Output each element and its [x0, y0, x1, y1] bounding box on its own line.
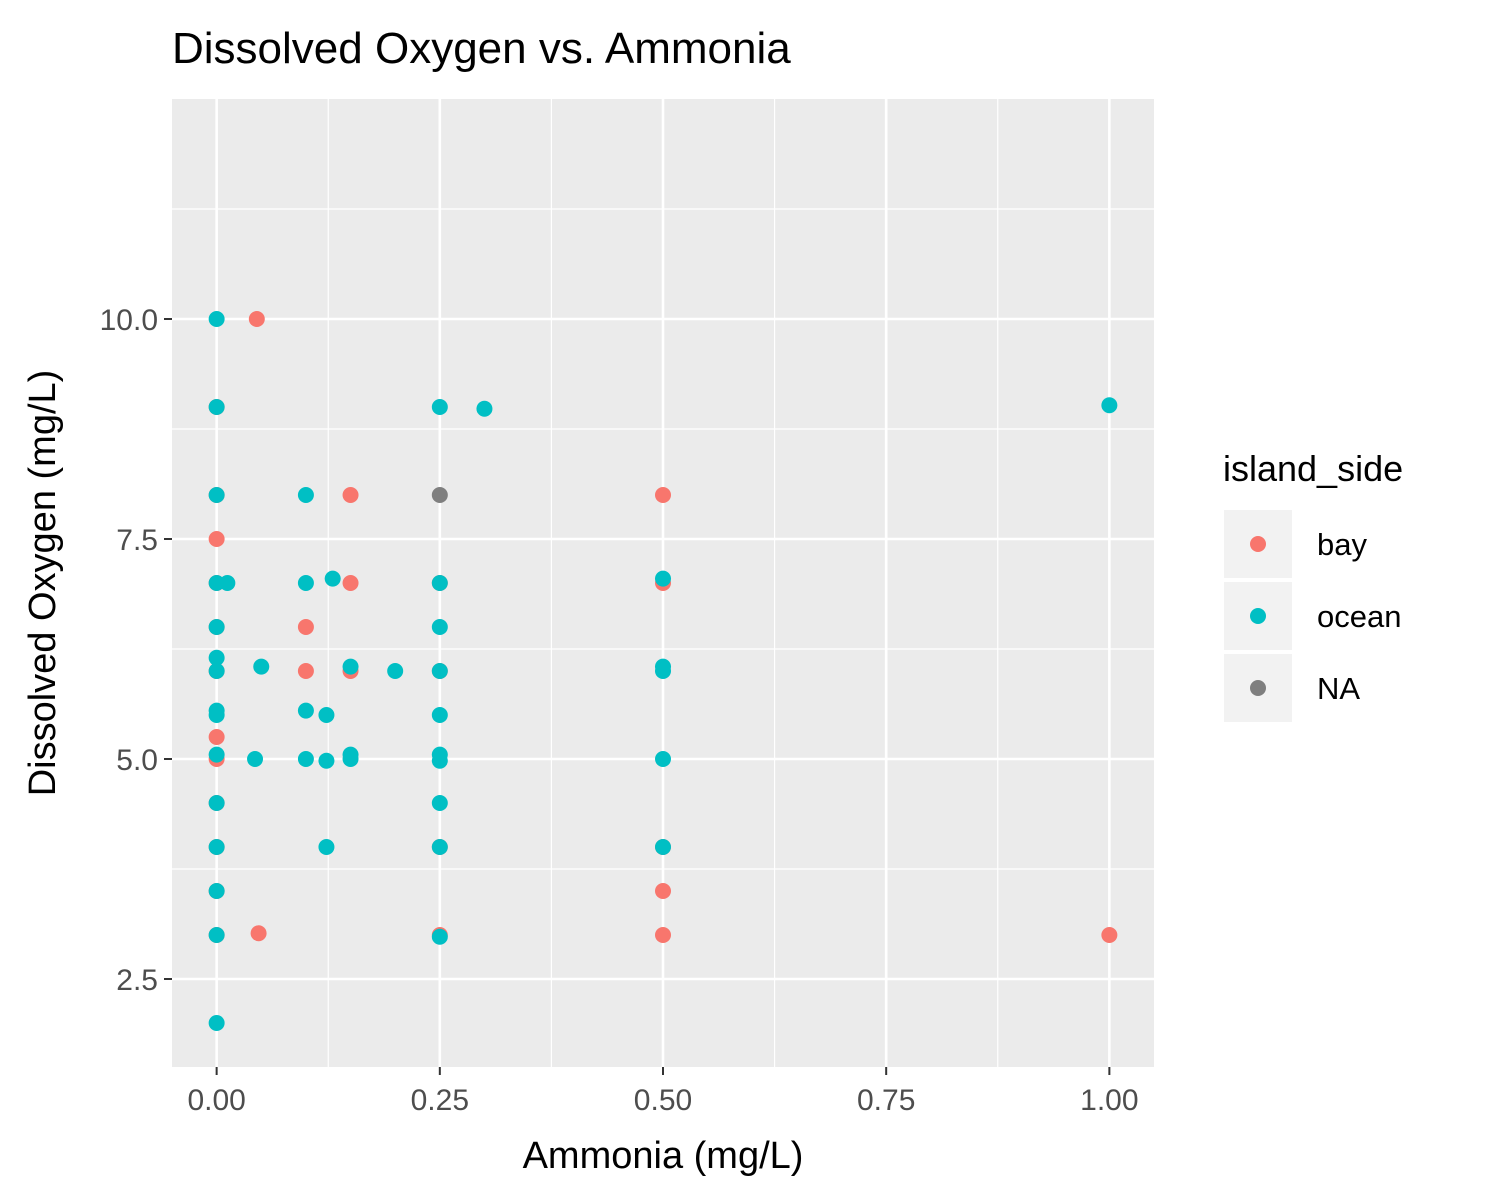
point-bay [208, 729, 225, 745]
point-ocean [208, 883, 225, 899]
point-ocean [342, 658, 359, 675]
x-tick-label: 0.00 [187, 1084, 245, 1117]
point-ocean [431, 575, 448, 591]
point-ocean [431, 663, 448, 679]
legend-label-ocean: ocean [1317, 599, 1401, 634]
point-ocean [431, 928, 448, 945]
point-bay [342, 575, 359, 591]
point-ocean [431, 707, 448, 723]
point-ocean [247, 751, 264, 767]
x-axis-ticks: 0.00 0.25 0.50 0.75 1.00 [187, 1067, 1139, 1117]
point-ocean [324, 570, 341, 587]
point-ocean [431, 619, 448, 635]
y-tick-label: 5.0 [116, 744, 158, 777]
point-ocean [208, 1015, 225, 1031]
point-bay [250, 925, 267, 942]
legend-label-na: NA [1317, 671, 1360, 706]
point-ocean [431, 752, 448, 769]
point-ocean [655, 570, 671, 587]
point-ocean [208, 399, 225, 415]
point-na [431, 487, 448, 503]
y-axis-title: Dissolved Oxygen (mg/L) [22, 370, 64, 797]
legend-key-bay [1250, 536, 1266, 552]
point-ocean [253, 658, 270, 675]
point-ocean [431, 399, 448, 415]
point-ocean [387, 663, 404, 679]
point-ocean [208, 487, 225, 503]
point-ocean [476, 400, 493, 417]
x-tick-label: 1.00 [1080, 1084, 1138, 1117]
point-bay [1101, 927, 1118, 943]
data-points [208, 311, 1118, 1031]
point-ocean [208, 839, 225, 855]
point-ocean [655, 839, 671, 855]
x-tick-label: 0.75 [857, 1084, 915, 1117]
chart-title: Dissolved Oxygen vs. Ammonia [172, 24, 791, 73]
point-ocean [655, 751, 671, 767]
y-axis-ticks: 2.5 5.0 7.5 10.0 [100, 304, 172, 997]
point-ocean [431, 839, 448, 855]
y-tick-label: 7.5 [116, 524, 158, 557]
point-ocean [208, 649, 225, 666]
point-ocean [342, 751, 359, 767]
y-tick-label: 10.0 [100, 304, 158, 337]
point-ocean [219, 575, 236, 591]
point-bay [342, 487, 359, 503]
point-ocean [208, 927, 225, 943]
point-bay [208, 531, 225, 547]
x-tick-label: 0.50 [634, 1084, 692, 1117]
legend: island_side bay ocean NA [1223, 448, 1403, 722]
point-ocean [318, 752, 335, 769]
point-ocean [318, 707, 335, 723]
point-ocean [208, 707, 225, 723]
point-bay [297, 619, 314, 635]
point-ocean [208, 746, 225, 763]
x-axis-title: Ammonia (mg/L) [523, 1135, 804, 1177]
point-ocean [208, 663, 225, 679]
point-ocean [208, 795, 225, 811]
point-bay [655, 883, 671, 899]
x-tick-label: 0.25 [411, 1084, 469, 1117]
point-ocean [208, 311, 225, 327]
legend-label-bay: bay [1317, 527, 1367, 562]
y-tick-label: 2.5 [116, 964, 158, 997]
point-ocean [297, 575, 314, 591]
point-ocean [297, 751, 314, 767]
point-ocean [208, 619, 225, 635]
point-bay [655, 487, 671, 503]
point-ocean [431, 795, 448, 811]
legend-key-ocean [1250, 608, 1266, 624]
point-bay [297, 663, 314, 679]
point-ocean [297, 702, 314, 719]
point-bay [655, 927, 671, 943]
legend-items: bay ocean NA [1224, 510, 1401, 722]
legend-title: island_side [1223, 448, 1403, 489]
point-ocean [297, 487, 314, 503]
legend-key-na [1250, 680, 1266, 696]
point-ocean [318, 839, 335, 855]
point-ocean [655, 663, 671, 679]
point-ocean [1101, 397, 1118, 414]
point-bay [248, 311, 265, 327]
